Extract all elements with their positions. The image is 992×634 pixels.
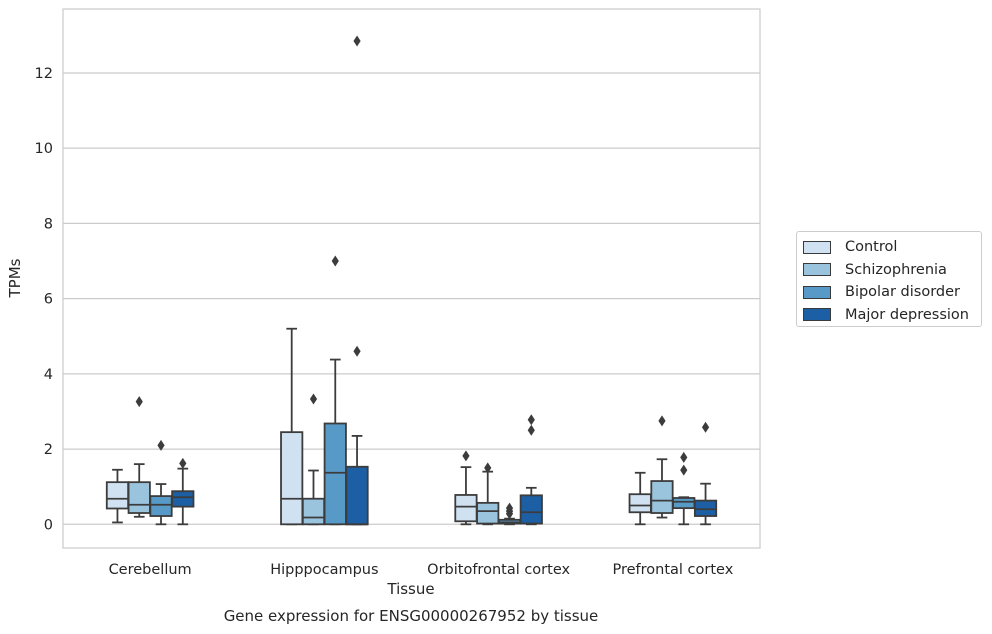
- outlier-point: [701, 421, 710, 433]
- legend-swatch-control: [803, 240, 831, 254]
- box: [519, 494, 543, 525]
- y-tick-label: 6: [44, 292, 53, 308]
- outlier-point: [179, 457, 187, 469]
- legend-label: Schizophrenia: [845, 261, 947, 278]
- y-tick-label: 4: [44, 367, 53, 383]
- box: [454, 494, 478, 523]
- box-group: [497, 502, 522, 526]
- box: [650, 480, 674, 514]
- legend-item-control: Control: [803, 236, 981, 259]
- outlier-point: [505, 502, 514, 514]
- box: [301, 497, 326, 526]
- box: [105, 481, 130, 510]
- legend-label: Bipolar disorder: [845, 284, 960, 301]
- outlier-point: [680, 464, 688, 476]
- box-group: [628, 471, 652, 526]
- legend-label: Control: [845, 239, 898, 256]
- box-group: [650, 415, 674, 519]
- x-axis-label: Tissue: [386, 580, 434, 598]
- x-tick-label: Orbitofrontal cortex: [427, 562, 570, 578]
- y-tick-labels: 0 2 4 6 8 10 12: [35, 66, 53, 533]
- outlier-point: [680, 451, 688, 463]
- outlier-point: [462, 450, 470, 462]
- outlier-point: [353, 345, 361, 357]
- box-group: [476, 462, 500, 526]
- outlier-point: [157, 439, 165, 451]
- legend-swatch-major-depression: [803, 308, 831, 322]
- y-tick-label: 10: [35, 141, 53, 157]
- box-group: [105, 468, 130, 524]
- y-axis-label: TPMs: [6, 258, 24, 298]
- outlier-point: [527, 424, 535, 436]
- legend-item-schizophrenia: Schizophrenia: [803, 259, 981, 282]
- x-tick-label: Prefrontal cortex: [612, 562, 733, 578]
- box-group: [323, 255, 347, 526]
- box-group: [672, 451, 696, 526]
- x-tick-labels: Cerebellum Hipppocampus Orbitofrontal cort…: [109, 562, 734, 578]
- y-tick-label: 8: [44, 216, 53, 232]
- box: [345, 465, 369, 526]
- outlier-point: [527, 414, 535, 426]
- box-group: [127, 396, 151, 518]
- outlier-point: [658, 415, 666, 427]
- outlier-point: [135, 396, 143, 408]
- box: [149, 495, 173, 517]
- outlier-point: [353, 35, 361, 47]
- box-group: [345, 35, 369, 526]
- box-group: [519, 414, 543, 526]
- y-tick-label: 2: [44, 442, 53, 458]
- plot-area-frame: [62, 8, 761, 549]
- box-group: [149, 439, 173, 526]
- y-tick-label: 12: [35, 66, 53, 82]
- outlier-point: [484, 462, 492, 474]
- legend: Control Schizophrenia Bipolar disorder M…: [796, 231, 982, 327]
- legend-item-major-depression: Major depression: [803, 304, 981, 327]
- box-group: [454, 450, 478, 526]
- box-group: [171, 457, 195, 526]
- box-group: [280, 327, 304, 526]
- outlier-point: [331, 255, 339, 267]
- grid-lines: [63, 72, 760, 525]
- box-group: [301, 393, 326, 526]
- box: [171, 490, 195, 508]
- plot-boxes: [105, 35, 718, 526]
- box: [476, 501, 500, 525]
- legend-swatch-schizophrenia: [803, 263, 831, 277]
- x-tick-label: Hipppocampus: [270, 562, 378, 578]
- chart-title: Gene expression for ENSG00000267952 by t…: [224, 607, 599, 625]
- x-tick-label: Cerebellum: [109, 562, 192, 578]
- box: [127, 481, 151, 514]
- legend-item-bipolar-disorder: Bipolar disorder: [803, 281, 981, 304]
- box: [628, 493, 652, 514]
- legend-swatch-bipolar-disorder: [803, 285, 831, 299]
- box: [280, 431, 304, 526]
- box: [693, 499, 718, 517]
- box: [672, 497, 696, 510]
- box: [323, 422, 347, 526]
- y-tick-label: 0: [44, 517, 53, 533]
- legend-label: Major depression: [845, 306, 969, 323]
- box-group: [693, 421, 718, 526]
- outlier-point: [309, 393, 318, 405]
